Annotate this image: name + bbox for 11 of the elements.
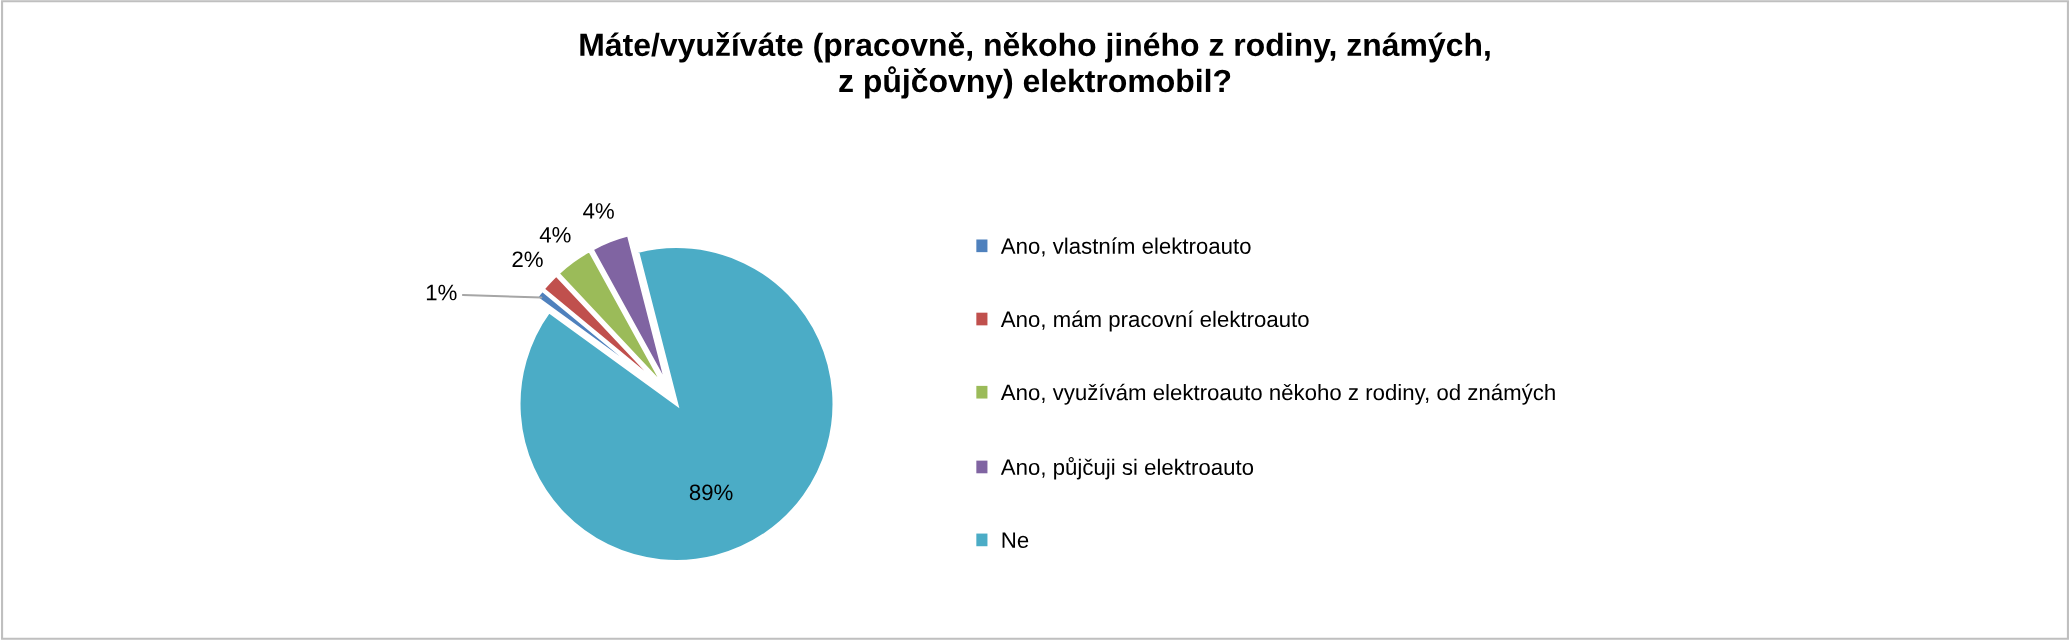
data-label: 4% [539, 226, 571, 243]
data-label: 89% [689, 484, 733, 501]
legend-label: Ano, mám pracovní elektroauto [1000, 310, 1309, 332]
legend-label: Ano, využívám elektroauto někoho z rodiny, od známých [1000, 383, 1555, 405]
data-label: 1% [426, 284, 457, 301]
data-label: 2% [512, 251, 543, 268]
legend-label: Ne [1002, 532, 1029, 548]
data-label: 4% [583, 203, 614, 219]
chart-title: Máte/využíváte (pracovně, někoho jiného z rodiny, známých, z půjčovny) elektromobil? [580, 32, 1490, 99]
legend-label: Ano, vlastním elektroauto [1000, 237, 1251, 257]
legend-label: Ano, půjčuji si elektroauto [1000, 456, 1254, 480]
